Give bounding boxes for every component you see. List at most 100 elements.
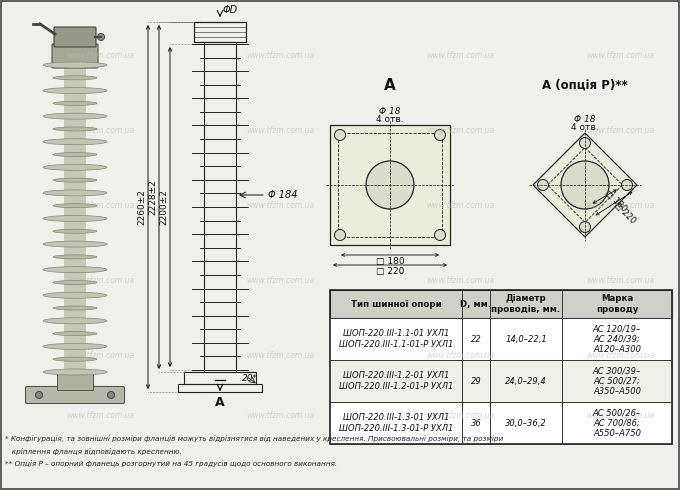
Ellipse shape	[43, 139, 107, 145]
Text: □ 220: □ 220	[613, 200, 637, 225]
Text: 2260±2: 2260±2	[137, 189, 146, 225]
Circle shape	[561, 161, 609, 209]
Text: www.tfzm.com.ua: www.tfzm.com.ua	[66, 411, 134, 419]
Text: кріплення фланця відповідають кресленню.: кріплення фланця відповідають кресленню.	[5, 448, 182, 455]
Text: 20*: 20*	[242, 373, 258, 383]
Bar	[57, 370, 93, 390]
Ellipse shape	[53, 229, 97, 233]
Text: www.tfzm.com.ua: www.tfzm.com.ua	[586, 50, 654, 59]
Text: www.tfzm.com.ua: www.tfzm.com.ua	[586, 275, 654, 285]
Text: www.tfzm.com.ua: www.tfzm.com.ua	[246, 125, 314, 134]
Ellipse shape	[53, 332, 97, 336]
Text: Φ 18: Φ 18	[379, 106, 401, 116]
Text: 29: 29	[471, 376, 481, 386]
Text: АС 120/19–
АС 240/39;
A120–A300: АС 120/19– АС 240/39; A120–A300	[593, 324, 641, 354]
Text: www.tfzm.com.ua: www.tfzm.com.ua	[66, 275, 134, 285]
Text: www.tfzm.com.ua: www.tfzm.com.ua	[586, 411, 654, 419]
Ellipse shape	[43, 113, 107, 119]
Text: www.tfzm.com.ua: www.tfzm.com.ua	[426, 411, 494, 419]
Ellipse shape	[53, 255, 97, 259]
Circle shape	[622, 179, 632, 191]
Text: ШОП-220.ІІІ-1.3-01 УХЛ1
ШОП-220.ІІІ-1.3-01-Р УХЛ1: ШОП-220.ІІІ-1.3-01 УХЛ1 ШОП-220.ІІІ-1.3-…	[339, 413, 453, 433]
Text: www.tfzm.com.ua: www.tfzm.com.ua	[246, 275, 314, 285]
Text: www.tfzm.com.ua: www.tfzm.com.ua	[426, 200, 494, 210]
Circle shape	[366, 161, 414, 209]
Bar	[330, 290, 672, 318]
Text: www.tfzm.com.ua: www.tfzm.com.ua	[246, 200, 314, 210]
Bar	[184, 372, 256, 384]
Text: www.tfzm.com.ua: www.tfzm.com.ua	[66, 200, 134, 210]
FancyBboxPatch shape	[26, 387, 124, 403]
Text: www.tfzm.com.ua: www.tfzm.com.ua	[586, 350, 654, 360]
Text: www.tfzm.com.ua: www.tfzm.com.ua	[426, 275, 494, 285]
Text: www.tfzm.com.ua: www.tfzm.com.ua	[246, 350, 314, 360]
Text: A: A	[384, 77, 396, 93]
Text: 36: 36	[471, 418, 481, 427]
Ellipse shape	[43, 88, 107, 94]
Text: www.tfzm.com.ua: www.tfzm.com.ua	[586, 125, 654, 134]
Ellipse shape	[53, 280, 97, 285]
Ellipse shape	[43, 241, 107, 247]
Ellipse shape	[43, 164, 107, 171]
Text: * Конфігурація, та зовнішні розміри фланців можуть відрізнятися від наведених у : * Конфігурація, та зовнішні розміри флан…	[5, 435, 503, 442]
Text: www.tfzm.com.ua: www.tfzm.com.ua	[66, 350, 134, 360]
Bar	[64, 65, 86, 372]
Text: □ 220: □ 220	[376, 267, 404, 276]
Text: Φ 184: Φ 184	[268, 190, 298, 200]
Text: 24,0–29,4: 24,0–29,4	[505, 376, 547, 386]
Text: Діаметр
проводів, мм.: Діаметр проводів, мм.	[492, 294, 560, 314]
Ellipse shape	[53, 178, 97, 182]
Circle shape	[435, 129, 445, 141]
Circle shape	[579, 221, 590, 232]
Text: www.tfzm.com.ua: www.tfzm.com.ua	[426, 350, 494, 360]
Ellipse shape	[53, 76, 97, 80]
Bar	[330, 290, 672, 444]
Bar	[338, 133, 442, 237]
Circle shape	[35, 392, 42, 398]
Text: □ 180: □ 180	[603, 189, 628, 214]
Text: D, мм.: D, мм.	[460, 299, 492, 309]
Text: 22: 22	[471, 335, 481, 343]
Text: A: A	[215, 395, 225, 409]
Bar	[194, 22, 246, 42]
Text: ШОП-220.ІІІ-1.1-01 УХЛ1
ШОП-220.ІІІ-1.1-01-Р УХЛ1: ШОП-220.ІІІ-1.1-01 УХЛ1 ШОП-220.ІІІ-1.1-…	[339, 329, 453, 349]
Text: www.tfzm.com.ua: www.tfzm.com.ua	[246, 50, 314, 59]
Text: www.tfzm.com.ua: www.tfzm.com.ua	[246, 411, 314, 419]
Circle shape	[579, 138, 590, 148]
Text: Марка
проводу: Марка проводу	[596, 294, 639, 314]
Bar	[330, 318, 672, 360]
Bar	[178, 384, 262, 392]
Text: ΦD: ΦD	[223, 5, 238, 15]
Text: ** Опція Р – опорний фланець розгорнутий на 45 градусів щодо основного виконання: ** Опція Р – опорний фланець розгорнутий…	[5, 460, 337, 467]
Bar	[330, 402, 672, 444]
Text: Φ 18: Φ 18	[574, 115, 596, 123]
Circle shape	[107, 392, 114, 398]
Ellipse shape	[43, 369, 107, 375]
Text: □ 180: □ 180	[375, 257, 405, 266]
Text: 2200±2: 2200±2	[159, 189, 168, 225]
Text: АС 300/39–
АС 500/27;
A350–A500: АС 300/39– АС 500/27; A350–A500	[593, 366, 641, 396]
Ellipse shape	[43, 318, 107, 324]
Ellipse shape	[43, 216, 107, 221]
Circle shape	[537, 179, 549, 191]
FancyBboxPatch shape	[54, 27, 96, 47]
Ellipse shape	[53, 101, 97, 105]
Text: www.tfzm.com.ua: www.tfzm.com.ua	[586, 200, 654, 210]
Ellipse shape	[53, 306, 97, 310]
Bar	[330, 125, 450, 245]
Circle shape	[335, 229, 345, 241]
Text: www.tfzm.com.ua: www.tfzm.com.ua	[66, 125, 134, 134]
Text: www.tfzm.com.ua: www.tfzm.com.ua	[426, 50, 494, 59]
Text: www.tfzm.com.ua: www.tfzm.com.ua	[66, 50, 134, 59]
Ellipse shape	[43, 292, 107, 298]
Text: АС 500/26–
АС 700/86;
A550–A750: АС 500/26– АС 700/86; A550–A750	[593, 408, 641, 438]
Polygon shape	[533, 133, 637, 237]
Text: 14,0–22,1: 14,0–22,1	[505, 335, 547, 343]
Ellipse shape	[43, 343, 107, 349]
Ellipse shape	[43, 190, 107, 196]
Text: 30,0–36,2: 30,0–36,2	[505, 418, 547, 427]
Ellipse shape	[43, 267, 107, 272]
Circle shape	[435, 229, 445, 241]
Text: Тип шинної опори: Тип шинної опори	[351, 299, 441, 309]
Circle shape	[97, 33, 105, 41]
